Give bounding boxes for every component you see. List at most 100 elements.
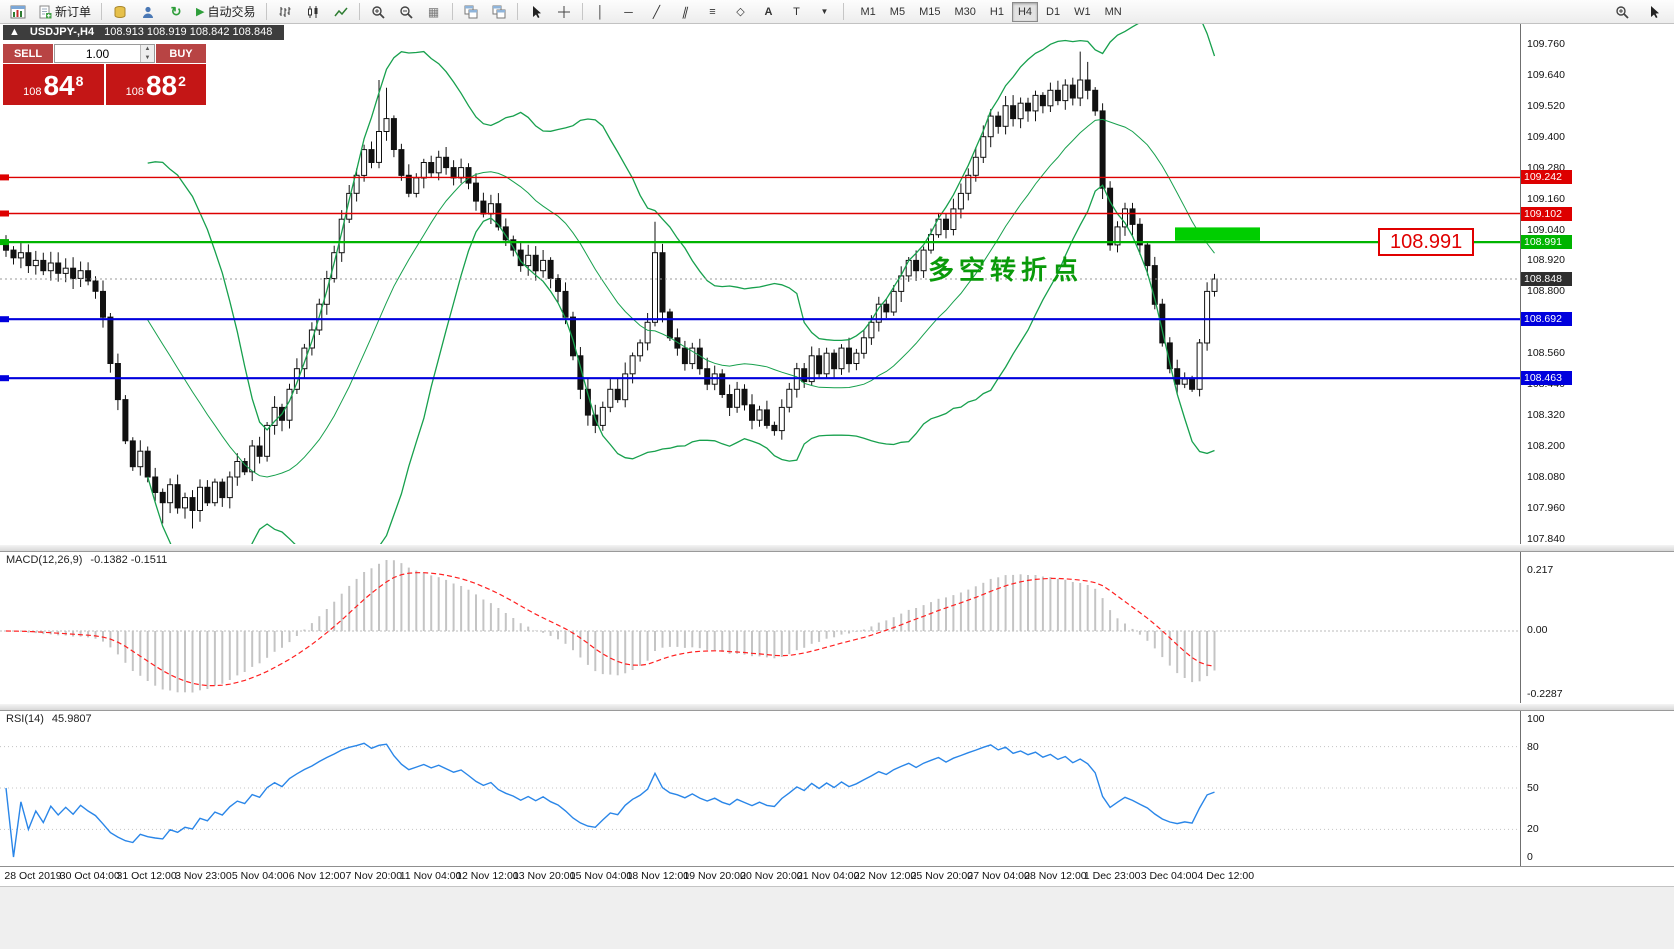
time-axis-label: 3 Nov 23:00 xyxy=(175,870,232,882)
toolbar-separator xyxy=(516,3,518,20)
timeframe-h1-button[interactable]: H1 xyxy=(989,5,1004,18)
vertical-line-button[interactable]: │ xyxy=(587,1,615,23)
rsi-name: RSI(14) xyxy=(6,713,44,725)
toolbar-separator xyxy=(265,3,267,20)
rsi-axis-label: 0 xyxy=(1527,851,1533,863)
time-axis-label: 4 Dec 12:00 xyxy=(1197,870,1255,882)
timeframe-d1-button[interactable]: D1 xyxy=(1046,5,1061,18)
new-window-button[interactable] xyxy=(457,1,485,23)
buy-button[interactable]: BUY xyxy=(156,44,206,63)
panel-splitter[interactable] xyxy=(0,544,1674,552)
macd-panel[interactable] xyxy=(0,552,1520,704)
price-axis[interactable]: 109.760 109.640 109.520 109.400 109.280 109.1… xyxy=(1520,24,1674,886)
bar-chart-icon xyxy=(278,5,292,19)
rsi-value: 45.9807 xyxy=(51,713,92,725)
macd-axis-label: 0.00 xyxy=(1527,624,1548,636)
refresh-button[interactable]: ↻ xyxy=(162,1,190,23)
timeframe-m5-button[interactable]: M5 xyxy=(889,5,906,18)
history-center-icon xyxy=(113,5,127,19)
tile-windows-button[interactable]: ▦ xyxy=(420,1,448,23)
fibonacci-icon: ≡ xyxy=(709,5,716,18)
crosshair-tool-icon xyxy=(557,5,571,19)
timeframe-m30-button[interactable]: M30 xyxy=(954,5,976,18)
toolbar-separator xyxy=(581,3,583,20)
time-axis-label: 31 Oct 12:00 xyxy=(116,870,177,882)
chart-window[interactable]: MACD(12,26,9) -0.1382 -0.1511 RSI(14) 45… xyxy=(0,24,1674,949)
panel-splitter[interactable] xyxy=(0,703,1674,711)
find-symbol-icon xyxy=(1615,5,1629,19)
main-price-chart[interactable] xyxy=(0,24,1520,545)
price-axis-label: 109.760 xyxy=(1527,37,1565,50)
volume-field[interactable]: ▲ ▼ xyxy=(54,44,155,63)
text-button[interactable]: A xyxy=(755,1,783,23)
toolbar-separator xyxy=(451,3,453,20)
timeframe-m15-button[interactable]: M15 xyxy=(919,5,941,18)
arrows-dropdown-button[interactable]: ▼ xyxy=(811,1,839,23)
cursor-tool-button[interactable] xyxy=(522,1,550,23)
rsi-panel[interactable] xyxy=(0,711,1520,866)
crosshair-tool-button[interactable] xyxy=(550,1,578,23)
bollinger-band xyxy=(147,184,1215,545)
rsi-axis-label: 20 xyxy=(1527,823,1539,836)
timeframe-mn-button[interactable]: MN xyxy=(1104,5,1122,18)
price-callout-object[interactable]: 108.991 xyxy=(1378,228,1475,257)
volume-stepper[interactable]: ▲ ▼ xyxy=(140,45,154,62)
trendline-icon: ╱ xyxy=(652,4,661,19)
text-label-icon: T xyxy=(793,5,800,18)
candlestick-chart-icon xyxy=(306,5,320,19)
timeframe-h4-button[interactable]: H4 xyxy=(1011,1,1038,22)
line-anchor xyxy=(0,210,9,217)
cursor-tool-icon xyxy=(530,5,542,19)
accounts-button[interactable] xyxy=(134,1,162,23)
zoom-out-button[interactable] xyxy=(392,1,420,23)
macd-axis-label: -0.2287 xyxy=(1527,688,1563,700)
timeframe-m1-button[interactable]: M1 xyxy=(860,5,876,18)
arrows-dropdown-icon: ▼ xyxy=(820,7,829,16)
volume-down-icon[interactable]: ▼ xyxy=(141,53,154,62)
volume-up-icon[interactable]: ▲ xyxy=(141,45,154,54)
sell-price-button[interactable]: 108 84 8 xyxy=(3,64,104,105)
new-window-icon xyxy=(464,5,478,19)
sell-price-sup: 8 xyxy=(75,73,84,89)
toolbar: 新订单 ↻ ▶ 自动交易 ▦ │ ─ ╱ ∥ ≡ ◇ A T ▼ M1 M5 M15 M30 H1 H4 D1 W1 MN xyxy=(0,0,1674,24)
zoom-in-button[interactable] xyxy=(364,1,392,23)
text-label-button[interactable]: T xyxy=(783,1,811,23)
buy-price-button[interactable]: 108 88 2 xyxy=(105,64,206,105)
highlight-rectangle-object[interactable] xyxy=(1175,227,1260,241)
volume-input[interactable] xyxy=(55,45,140,62)
collapse-panel-icon[interactable]: ▲ xyxy=(9,26,20,38)
find-symbol-button[interactable] xyxy=(1608,1,1636,23)
zoom-out-icon xyxy=(399,5,413,19)
symbol-period-label: USDJPY-,H4 xyxy=(29,26,95,38)
time-axis-label: 19 Nov 20:00 xyxy=(683,870,746,882)
line-chart-button[interactable] xyxy=(327,1,355,23)
sell-button[interactable]: SELL xyxy=(3,44,53,63)
fibonacci-button[interactable]: ≡ xyxy=(699,1,727,23)
new-order-button[interactable]: 新订单 xyxy=(32,1,97,23)
pointer-button[interactable] xyxy=(1640,1,1668,23)
new-chart-button[interactable] xyxy=(4,1,32,23)
trendline-button[interactable]: ╱ xyxy=(643,1,671,23)
buy-price-big: 88 xyxy=(145,70,178,101)
price-level-tag: 109.102 xyxy=(1521,206,1572,221)
candlestick-chart-button[interactable] xyxy=(299,1,327,23)
time-axis-label: 25 Nov 20:00 xyxy=(910,870,974,882)
shapes-button[interactable]: ◇ xyxy=(727,1,755,23)
time-axis-label: 22 Nov 12:00 xyxy=(853,870,917,882)
autotrading-button[interactable]: ▶ 自动交易 xyxy=(190,1,261,23)
price-axis-label: 108.800 xyxy=(1527,285,1565,298)
channel-button[interactable]: ∥ xyxy=(671,1,699,23)
time-axis-label: 7 Nov 20:00 xyxy=(345,870,403,882)
window-list-button[interactable] xyxy=(485,1,513,23)
bollinger-band xyxy=(147,118,1215,478)
price-axis-label: 109.640 xyxy=(1527,68,1565,81)
bar-chart-button[interactable] xyxy=(271,1,299,23)
horizontal-line-button[interactable]: ─ xyxy=(615,1,643,23)
time-axis[interactable]: 28 Oct 2019 30 Oct 04:00 31 Oct 12:00 3 Nov… xyxy=(0,866,1674,886)
timeframe-w1-button[interactable]: W1 xyxy=(1074,5,1091,18)
new-order-icon xyxy=(38,5,52,19)
time-axis-label: 11 Nov 04:00 xyxy=(399,870,462,882)
history-center-button[interactable] xyxy=(106,1,134,23)
annotation-text-object[interactable]: 多空转折点 xyxy=(928,256,1084,286)
toolbar-main-group: 新订单 ↻ ▶ 自动交易 ▦ │ ─ ╱ ∥ ≡ ◇ A T ▼ xyxy=(4,1,848,23)
